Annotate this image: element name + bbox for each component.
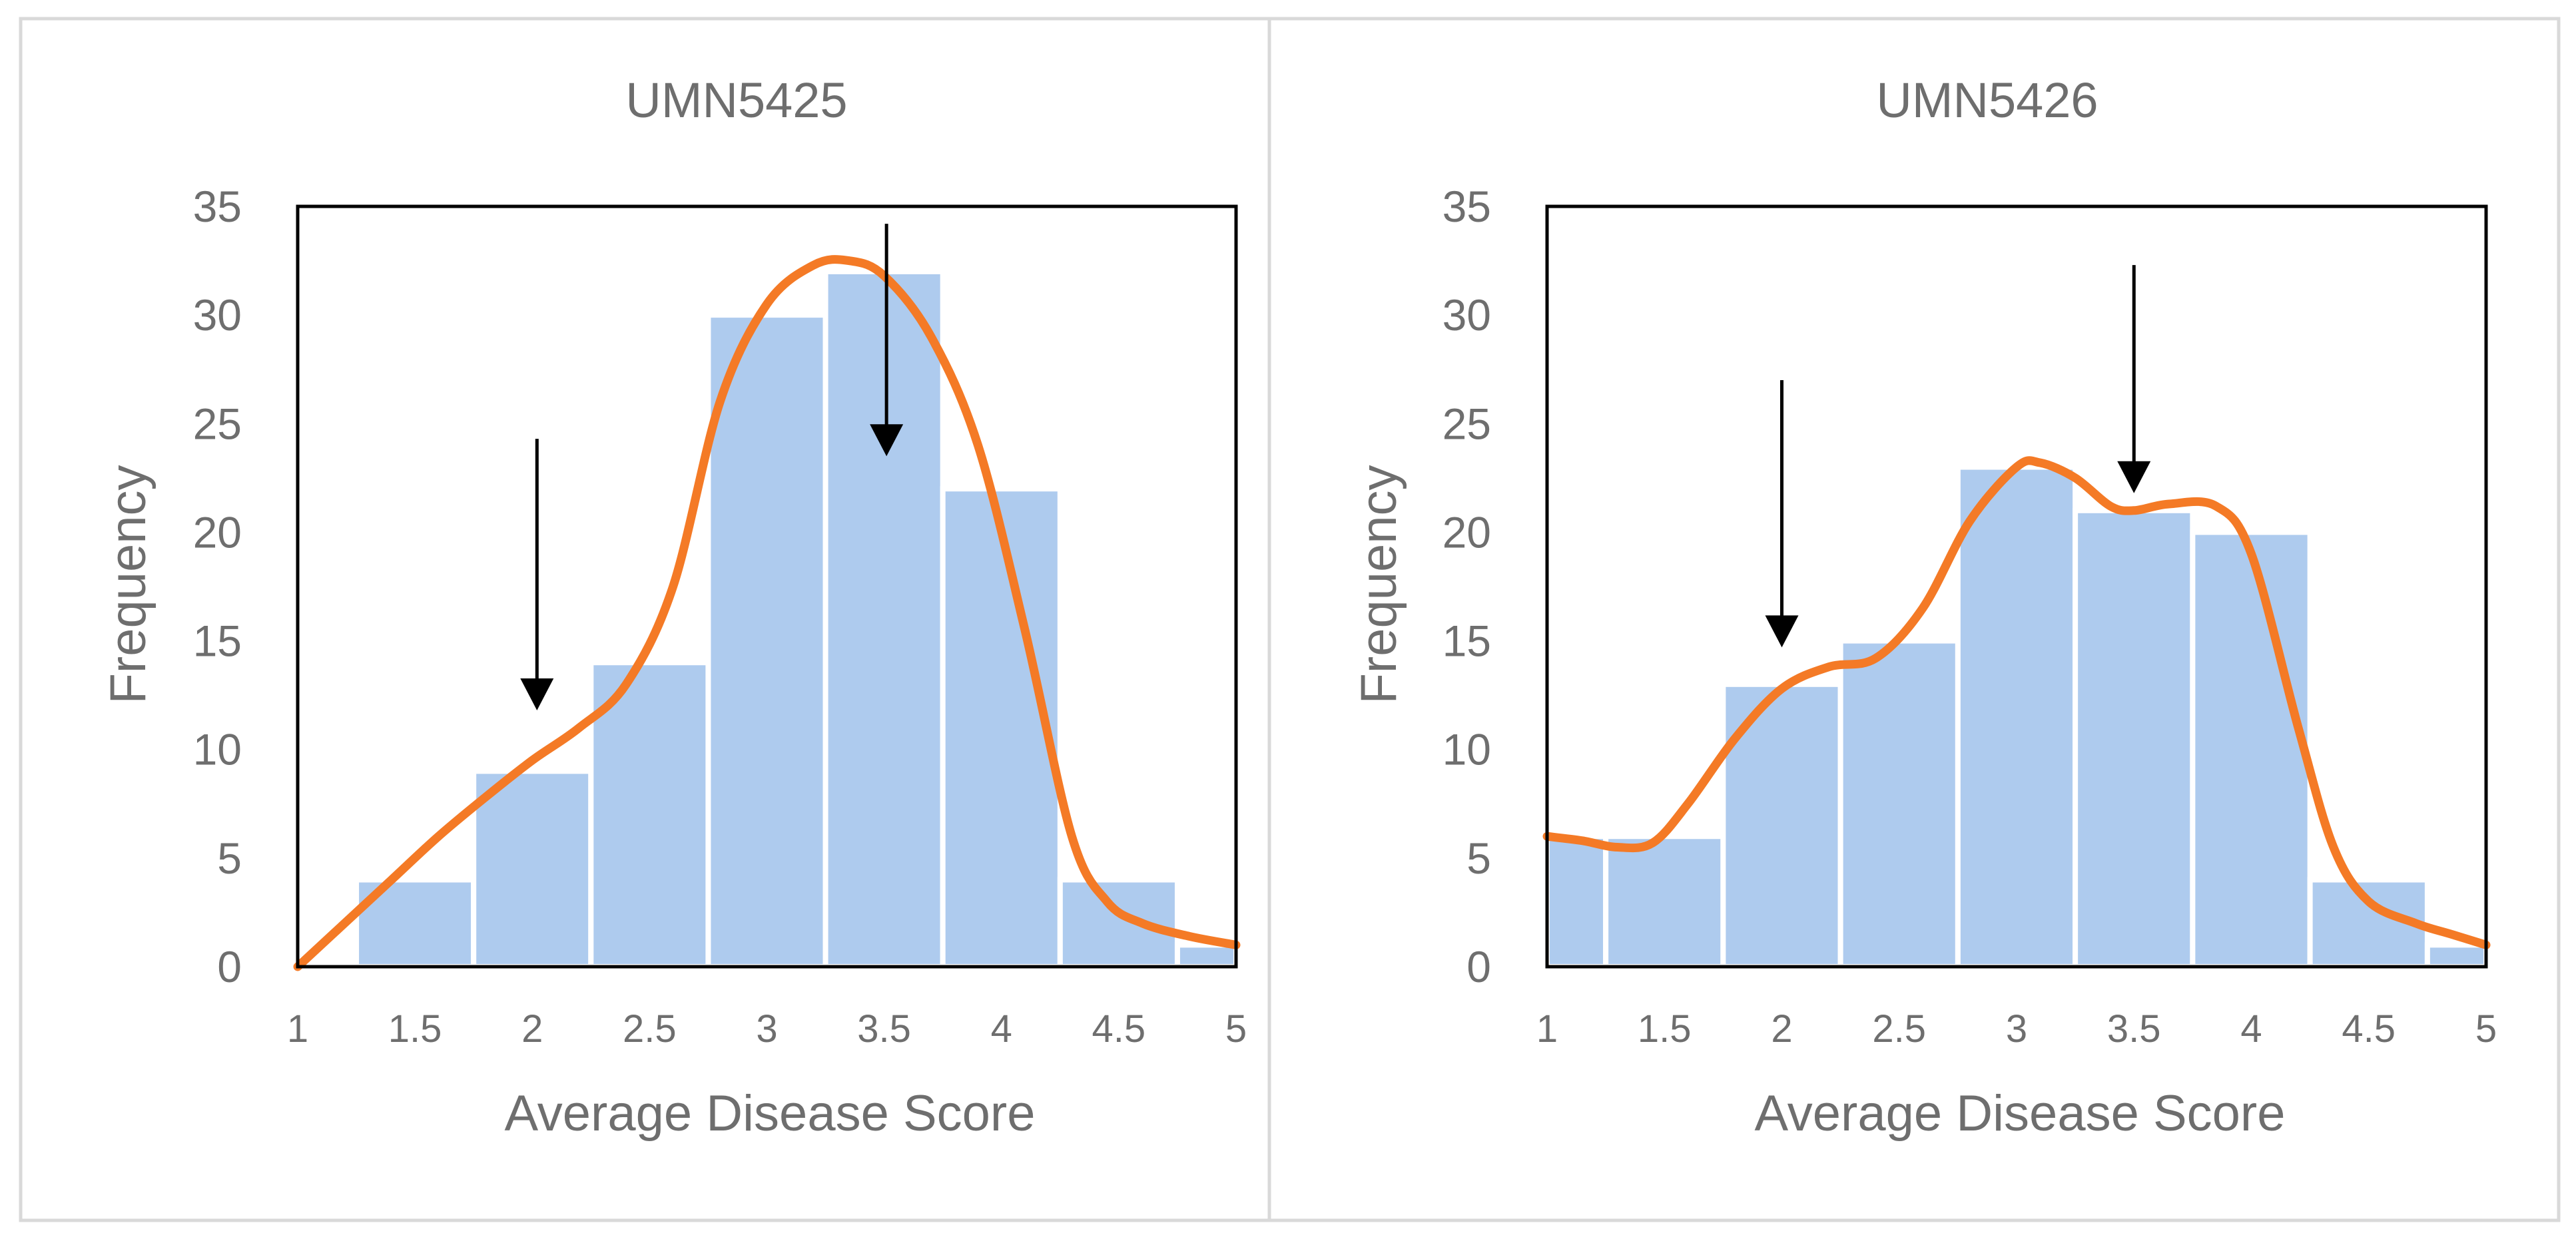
histogram-bar (1544, 834, 1609, 969)
histogram-bar (471, 768, 594, 970)
annotation-arrows (1765, 265, 2151, 648)
y-tick-label: 20 (193, 507, 242, 557)
y-tick-label: 15 (1443, 617, 1491, 666)
x-tick-label: 1.5 (1638, 1007, 1692, 1051)
histogram-bar (705, 312, 828, 969)
x-tick-label: 2 (521, 1007, 543, 1051)
plot-area-frame (1545, 204, 2488, 969)
x-tick-label: 5 (2475, 1007, 2497, 1051)
annotation-arrow (2117, 265, 2151, 493)
arrow-head (1765, 615, 1799, 648)
y-axis-title: Frequency (100, 465, 157, 704)
histogram-bar (2424, 942, 2489, 970)
chart-panel-umn5426: UMN5426 0 5 10 15 20 25 30 35 1 1.5 2 2.5 3 3.5 4 4.5 5… (1267, 17, 2561, 1222)
y-tick-label: 15 (193, 617, 242, 666)
density-curve (1542, 456, 2491, 949)
annotation-arrow (520, 439, 554, 710)
histogram-bar (1837, 638, 1961, 969)
histogram-bar (1174, 942, 1239, 970)
x-axis-title: Average Disease Score (1754, 1085, 2285, 1142)
y-tick-label: 0 (217, 942, 242, 991)
y-tick-label: 30 (1443, 290, 1491, 340)
x-axis-ticks: 1 1.5 2 2.5 3 3.5 4 4.5 5 (287, 1007, 1247, 1051)
x-tick-label: 3.5 (2107, 1007, 2161, 1051)
x-axis-title: Average Disease Score (504, 1085, 1035, 1142)
histogram-bar (2073, 507, 2196, 969)
annotation-arrows (520, 224, 904, 710)
x-tick-label: 4.5 (2342, 1007, 2396, 1051)
bar-series (354, 268, 1239, 970)
histogram-bar (1057, 877, 1180, 969)
y-axis-title: Frequency (1351, 465, 1407, 704)
y-tick-label: 10 (193, 725, 242, 774)
y-tick-label: 5 (1466, 834, 1491, 883)
annotation-arrow (1765, 380, 1799, 648)
histogram-bar (1603, 834, 1726, 969)
y-tick-label: 0 (1466, 942, 1491, 991)
x-tick-label: 4 (2240, 1007, 2262, 1051)
x-tick-label: 3 (2006, 1007, 2027, 1051)
x-tick-label: 1.5 (388, 1007, 442, 1051)
x-tick-label: 2.5 (1872, 1007, 1926, 1051)
plot-area-frame (296, 204, 1238, 969)
x-tick-label: 5 (1225, 1007, 1247, 1051)
histogram-bar (940, 486, 1063, 969)
y-tick-label: 25 (193, 399, 242, 448)
x-tick-label: 4 (991, 1007, 1012, 1051)
histogram-bar (2190, 529, 2313, 969)
arrow-head (870, 424, 904, 457)
y-tick-label: 10 (1443, 725, 1491, 774)
histogram-bar (1955, 464, 2079, 969)
y-tick-label: 25 (1443, 399, 1491, 448)
x-tick-label: 3 (756, 1007, 777, 1051)
y-tick-label: 30 (193, 290, 242, 340)
arrow-head (520, 678, 554, 710)
chart-title: UMN5426 (1876, 73, 2098, 128)
y-tick-label: 35 (1443, 182, 1491, 231)
y-tick-label: 35 (193, 182, 242, 231)
arrow-head (2117, 461, 2151, 493)
panel-border (1267, 17, 2561, 1222)
y-tick-label: 20 (1443, 507, 1491, 557)
x-tick-label: 2 (1771, 1007, 1792, 1051)
annotation-arrow (870, 224, 904, 457)
y-axis-ticks: 0 5 10 15 20 25 30 35 (193, 182, 242, 991)
x-tick-label: 3.5 (857, 1007, 911, 1051)
bar-series (1544, 464, 2489, 970)
chart-title: UMN5425 (625, 73, 847, 128)
chart-panel-umn5425: UMN5425 0 5 10 15 20 25 30 35 1 1.5 2 2.5 3 3.5 4 4.5 5… (19, 17, 1271, 1222)
x-tick-label: 2.5 (623, 1007, 677, 1051)
x-tick-label: 1 (287, 1007, 308, 1051)
y-axis-ticks: 0 5 10 15 20 25 30 35 (1443, 182, 1491, 991)
x-tick-label: 1 (1536, 1007, 1558, 1051)
y-tick-label: 5 (217, 834, 242, 883)
x-tick-label: 4.5 (1092, 1007, 1146, 1051)
x-axis-ticks: 1 1.5 2 2.5 3 3.5 4 4.5 5 (1536, 1007, 2497, 1051)
histogram-bar (822, 268, 946, 969)
density-curve (293, 255, 1241, 971)
